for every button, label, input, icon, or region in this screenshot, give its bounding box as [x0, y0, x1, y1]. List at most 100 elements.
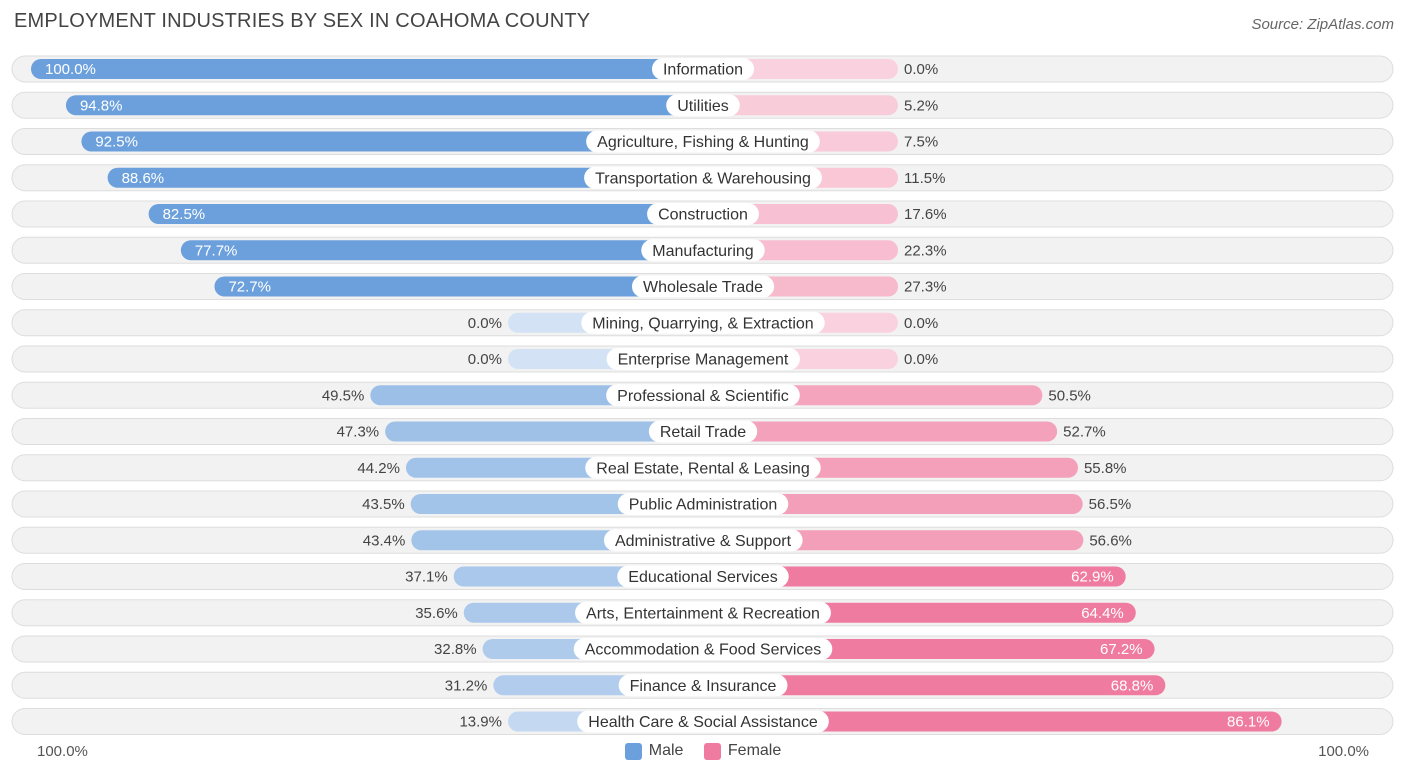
category-label: Transportation & Warehousing [595, 170, 811, 187]
category-label-background [573, 638, 833, 660]
category-label-background [575, 601, 831, 624]
bar-male [81, 131, 703, 152]
category-label-background [585, 456, 821, 479]
category-label: Arts, Entertainment & Recreation [586, 605, 820, 622]
chart-row: 47.3% 52.7% Retail Trade [11, 418, 1394, 445]
legend-item-male: Male [624, 742, 684, 760]
value-label-male: 77.7% [195, 242, 238, 259]
chart-row: 44.2% 55.8% Real Estate, Rental & Leasing [11, 454, 1394, 482]
value-label-male: 94.8% [80, 97, 123, 114]
category-label-background [617, 565, 789, 588]
value-label-female: 17.6% [904, 206, 947, 223]
chart-row: 72.7% 27.3% Wholesale Trade [11, 273, 1394, 300]
chart-row: 82.5% 17.6% Construction [11, 200, 1394, 228]
chart-row: 0.0% 0.0% Enterprise Management [11, 345, 1394, 373]
chart-row: 49.5% 50.5% Professional & Scientific [11, 381, 1394, 409]
axis-left-label: 100.0% [37, 743, 88, 760]
category-label-background [641, 239, 765, 262]
category-label: Real Estate, Rental & Leasing [596, 460, 809, 477]
bar-male [180, 240, 703, 261]
value-label-male: 49.5% [322, 387, 365, 404]
category-label: Wholesale Trade [643, 279, 763, 296]
category-label: Public Administration [629, 497, 778, 514]
bar-male [148, 204, 704, 224]
value-label-male: 0.0% [468, 351, 502, 368]
value-label-female: 5.2% [904, 97, 938, 114]
legend-label-male: Male [648, 742, 684, 759]
value-label-female: 27.3% [904, 279, 947, 296]
value-label-female: 86.1% [1227, 714, 1270, 731]
category-label-background [666, 94, 740, 117]
category-label-background [617, 493, 789, 515]
source-credit: Source: ZipAtlas.com [1251, 16, 1394, 33]
value-label-female: 7.5% [904, 134, 938, 151]
bar-female [703, 675, 1166, 696]
bar-female [703, 711, 1282, 732]
category-label: Educational Services [628, 569, 777, 586]
category-label: Information [663, 62, 743, 79]
value-label-male: 32.8% [434, 641, 477, 658]
chart-row: 35.6% 64.4% Arts, Entertainment & Recreati… [11, 599, 1394, 627]
bar-female [703, 421, 1058, 442]
category-label-background [584, 166, 822, 189]
value-label-male: 37.1% [405, 569, 448, 586]
value-label-male: 72.7% [228, 279, 271, 296]
chart-row: 0.0% 0.0% Mining, Quarrying, & Extraction [11, 309, 1394, 337]
value-label-female: 67.2% [1100, 641, 1143, 658]
value-label-female: 0.0% [904, 351, 938, 368]
category-label-background [577, 710, 829, 733]
chart-row: 77.7% 22.3% Manufacturing [11, 236, 1394, 264]
value-label-female: 0.0% [904, 61, 938, 78]
value-label-male: 88.6% [122, 170, 165, 187]
category-label-background [586, 130, 820, 153]
value-label-male: 92.5% [95, 134, 138, 151]
category-label: Health Care & Social Assistance [588, 714, 818, 731]
category-label: Mining, Quarrying, & Extraction [592, 315, 813, 332]
category-label-background [631, 275, 775, 298]
axis-right-label: 100.0% [1318, 743, 1369, 760]
bar-male [31, 59, 703, 79]
value-label-male: 13.9% [459, 714, 502, 731]
value-label-male: 44.2% [357, 460, 400, 477]
category-label-background [648, 420, 758, 443]
category-label-background [651, 58, 755, 80]
value-label-male: 82.5% [163, 206, 206, 223]
legend-item-female: Female [703, 742, 781, 760]
value-label-female: 56.5% [1089, 496, 1132, 513]
chart-row: 13.9% 86.1% Health Care & Social Assistanc… [11, 708, 1394, 735]
chart-row: 31.2% 68.8% Finance & Insurance [11, 671, 1394, 699]
chart-row: 92.5% 7.5% Agriculture, Fishing & Hunting [11, 128, 1394, 155]
legend: Male Female [0, 742, 1406, 765]
category-label-background [581, 311, 825, 334]
value-label-female: 11.5% [904, 170, 945, 187]
value-label-male: 31.2% [445, 677, 488, 694]
bar-female [703, 494, 1083, 514]
category-label: Enterprise Management [618, 352, 789, 369]
category-label: Manufacturing [652, 243, 753, 260]
category-label-background [618, 674, 788, 697]
bar-male [107, 167, 703, 188]
value-label-female: 22.3% [904, 242, 947, 259]
bar-male [214, 276, 703, 297]
category-label: Administrative & Support [615, 533, 792, 550]
category-label: Construction [658, 207, 748, 224]
bar-male [385, 421, 703, 442]
bar-female [703, 95, 898, 116]
value-label-female: 52.7% [1063, 424, 1106, 441]
chart-title: EMPLOYMENT INDUSTRIES BY SEX IN COAHOMA … [14, 10, 591, 32]
category-label-background [603, 529, 803, 552]
value-label-female: 55.8% [1084, 460, 1127, 477]
value-label-female: 0.0% [904, 315, 938, 332]
value-label-male: 47.3% [337, 424, 380, 441]
chart-row: 88.6% 11.5% Transportation & Warehousing [11, 164, 1394, 192]
category-label: Accommodation & Food Services [585, 642, 822, 659]
category-label-background [606, 384, 800, 407]
category-label: Retail Trade [660, 424, 746, 441]
value-label-male: 43.4% [363, 532, 406, 549]
value-label-male: 43.5% [362, 496, 405, 513]
chart-row: 32.8% 67.2% Accommodation & Food Services [11, 635, 1394, 663]
value-label-female: 64.4% [1081, 605, 1124, 622]
category-label: Professional & Scientific [617, 388, 789, 405]
legend-swatch-male [624, 742, 642, 760]
